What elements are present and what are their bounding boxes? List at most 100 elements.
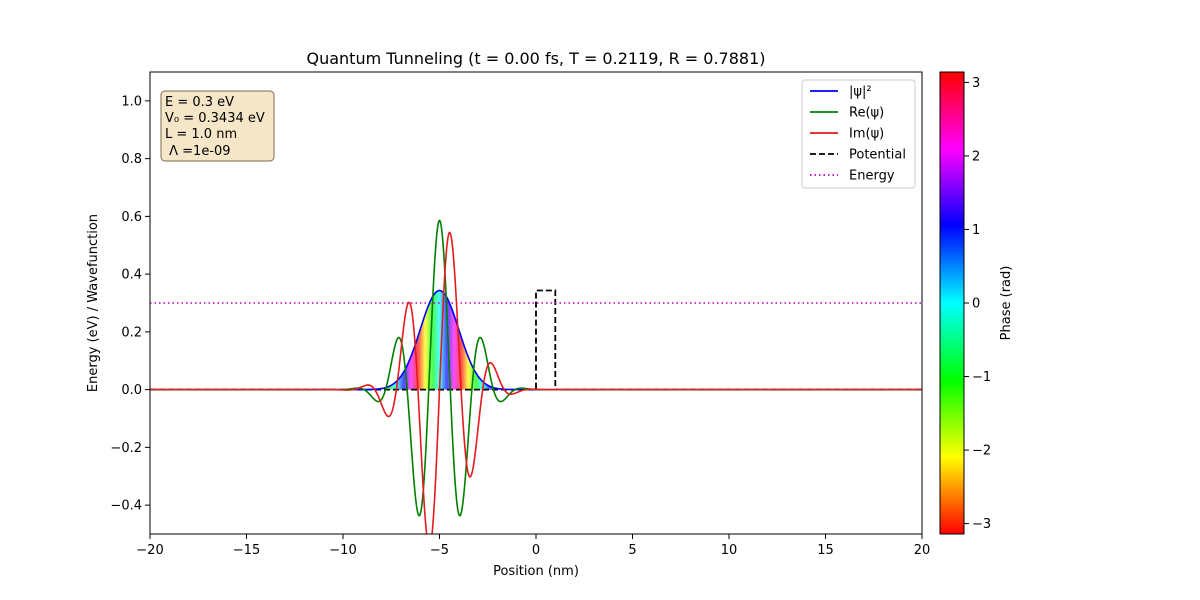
phase-fill-slice: [427, 305, 430, 390]
y-tick-label: −0.2: [110, 441, 142, 456]
phase-fill-slice: [436, 291, 438, 390]
phase-fill-slice: [413, 348, 415, 390]
phase-fill-slice: [401, 374, 404, 390]
info-lambda: Λ =1e-09: [165, 144, 231, 159]
phase-fill-slice: [467, 356, 469, 390]
phase-fill-slice: [473, 369, 475, 390]
phase-fill-slice: [435, 292, 438, 390]
colorbar-gradient: [939, 71, 965, 535]
phase-fill-slice: [480, 379, 482, 390]
phase-fill-slice: [456, 325, 459, 390]
phase-fill-slice: [465, 351, 467, 390]
legend-frame: [801, 79, 916, 189]
y-tick-label: 0.6: [121, 210, 142, 225]
phase-fill-slice: [479, 378, 481, 390]
phase-fill-slice: [403, 370, 406, 390]
colorbar-tick-label: 2: [972, 149, 980, 164]
potential-line: [150, 289, 922, 391]
phase-fill-slice: [432, 295, 435, 390]
legend-label: Re(ψ): [849, 106, 884, 121]
y-tick-label: −0.4: [110, 499, 142, 514]
phase-fill-slice: [410, 356, 412, 390]
info-barrier-height: V₀ = 0.3434 eV: [165, 111, 265, 126]
phase-fill-slice: [449, 303, 451, 390]
x-tick-label: −5: [430, 543, 449, 558]
phase-fill-slice: [488, 386, 491, 390]
phase-fill-slice: [431, 297, 434, 390]
phase-fill-slice: [463, 345, 465, 390]
x-tick-label: 10: [721, 543, 738, 558]
phase-fill-slice: [393, 383, 395, 390]
info-energy: E = 0.3 eV: [165, 95, 234, 110]
phase-fill-slice: [445, 295, 447, 390]
x-axis-ticks: −20 −15 −10 −5 0 5 10 15 20: [136, 534, 930, 558]
info-barrier-width: L = 1.0 nm: [165, 127, 237, 142]
phase-fill-slice: [423, 319, 425, 390]
x-tick-label: −10: [329, 543, 356, 558]
phase-fill-slice: [421, 325, 423, 390]
y-tick-label: 0.2: [121, 325, 142, 340]
phase-fill-slice: [418, 334, 420, 390]
phase-fill-slice: [392, 384, 394, 390]
legend-label: Energy: [849, 169, 895, 184]
phase-fill-slice: [446, 297, 448, 390]
phase-fill-slice: [434, 293, 437, 390]
phase-fill-slice: [477, 375, 479, 390]
phase-fill-slice: [394, 382, 396, 390]
phase-fill-slice: [466, 353, 468, 390]
phase-fill-slice: [462, 342, 465, 390]
phase-fill-slice: [470, 363, 472, 390]
legend-label: |ψ|²: [849, 85, 872, 100]
phase-fill-slice: [480, 380, 483, 390]
phase-fill-slice: [399, 376, 402, 390]
phase-fill-slice: [438, 290, 440, 390]
phase-fill-slice: [489, 386, 492, 390]
phase-fill-slice: [483, 382, 486, 390]
y-tick-label: 1.0: [121, 94, 142, 109]
phase-fill-slice: [398, 378, 401, 390]
phase-fill-slice: [422, 322, 424, 390]
x-axis-label: Position (nm): [493, 564, 579, 579]
phase-fill-slice: [455, 322, 458, 390]
phase-fill-slice: [444, 294, 446, 390]
phase-fill-slice: [425, 310, 428, 390]
phase-fill-slice: [387, 386, 389, 390]
phase-fill-slice: [476, 374, 478, 390]
phase-fill-slice: [460, 337, 463, 390]
y-axis-ticks: −0.4 −0.2 0.0 0.2 0.4 0.6 0.8 1.0: [110, 94, 150, 514]
x-tick-label: −15: [233, 543, 260, 558]
phase-fill-slice: [474, 370, 476, 390]
phase-fill-slice: [395, 382, 397, 390]
phase-fill-slice: [398, 379, 400, 390]
phase-fill-slice: [386, 387, 388, 390]
x-tick-label: 20: [914, 543, 931, 558]
x-tick-label: 5: [628, 543, 636, 558]
phase-fill-slice: [469, 360, 471, 390]
phase-fill-slice: [407, 363, 410, 390]
plot-area: [150, 219, 922, 534]
phase-fill-slice: [402, 372, 405, 390]
phase-fill-slice: [426, 308, 429, 390]
legend: |ψ|² Re(ψ) Im(ψ) Potential Energy: [801, 79, 916, 189]
phase-fill-slice: [452, 310, 454, 390]
phase-fill-slice: [389, 386, 391, 390]
phase-fill-slice: [437, 290, 439, 390]
phase-fill-slice: [417, 337, 419, 390]
phase-fill-slice: [388, 386, 390, 390]
colorbar-tick-label: −3: [972, 517, 991, 532]
info-box: E = 0.3 eV V₀ = 0.3434 eV L = 1.0 nm Λ =…: [160, 90, 275, 162]
colorbar-tick-label: 3: [972, 76, 980, 91]
phase-fill-slice: [464, 348, 466, 390]
phase-fill-slice: [454, 319, 457, 390]
phase-fill-slice: [400, 375, 403, 390]
phase-fill-slice: [425, 313, 427, 390]
y-tick-label: 0.0: [121, 383, 142, 398]
phase-fill-slice: [414, 345, 416, 390]
phase-fill-slice: [461, 339, 464, 390]
phase-fill-slice: [450, 305, 452, 390]
phase-fill-slice: [486, 384, 489, 390]
x-tick-label: −20: [136, 543, 163, 558]
colorbar-tick-label: −2: [972, 444, 991, 459]
phase-fill-slice: [471, 365, 473, 390]
